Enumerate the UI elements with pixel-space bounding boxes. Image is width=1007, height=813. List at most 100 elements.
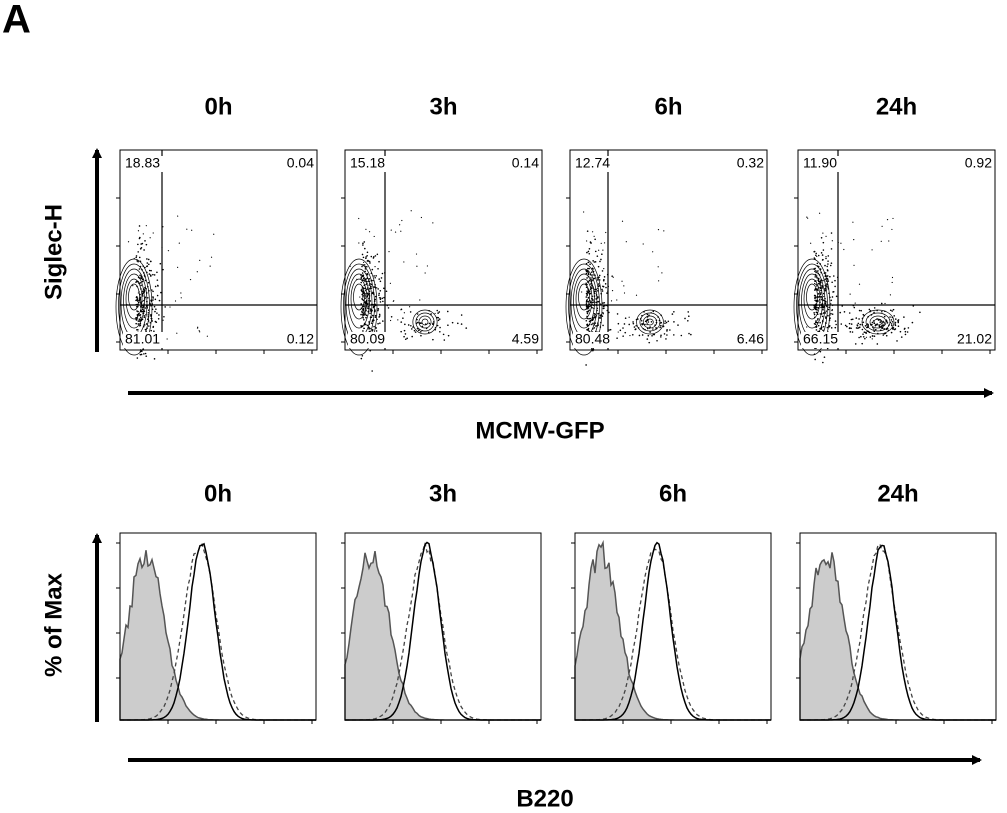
event-dot xyxy=(403,312,405,314)
event-dot xyxy=(841,305,844,307)
event-dot xyxy=(673,310,675,313)
event-dot xyxy=(586,294,588,297)
label-bg xyxy=(954,332,994,348)
event-dot xyxy=(883,315,886,318)
event-dot xyxy=(843,311,846,313)
event-dot xyxy=(362,330,364,332)
time-label: 3h xyxy=(429,93,457,120)
event-dot xyxy=(628,316,630,318)
event-dot xyxy=(625,241,627,243)
event-dot xyxy=(593,235,595,237)
event-dot xyxy=(817,293,820,295)
event-dot xyxy=(438,311,441,313)
label-bg xyxy=(501,156,541,172)
event-dot xyxy=(850,323,853,325)
event-dot xyxy=(900,336,903,338)
event-dot xyxy=(852,221,854,223)
event-dot xyxy=(136,297,139,299)
event-dot xyxy=(141,280,144,283)
event-dot xyxy=(688,315,690,318)
event-dot xyxy=(376,287,378,289)
event-dot xyxy=(822,292,825,295)
event-dot xyxy=(876,343,879,345)
event-dot xyxy=(176,332,178,334)
quadrant-percent: 11.90 xyxy=(803,155,837,171)
event-dot xyxy=(373,325,375,328)
event-dot xyxy=(601,290,604,292)
event-dot xyxy=(368,278,371,280)
event-dot xyxy=(364,280,366,283)
event-dot xyxy=(665,338,667,340)
event-dot xyxy=(588,267,590,270)
event-dot xyxy=(416,321,419,324)
contour xyxy=(803,278,821,320)
event-dot xyxy=(819,313,822,315)
event-dot xyxy=(137,251,140,253)
event-dot xyxy=(447,324,449,327)
event-dot xyxy=(146,296,149,299)
event-dot xyxy=(826,326,829,329)
event-dot xyxy=(832,291,834,293)
plot-frame xyxy=(344,532,542,721)
event-dot xyxy=(815,320,817,322)
event-dot xyxy=(400,309,402,311)
event-dot xyxy=(360,303,362,305)
event-dot xyxy=(374,276,376,279)
event-dot xyxy=(372,306,375,309)
event-dot xyxy=(886,219,889,221)
event-dot xyxy=(822,308,824,311)
event-dot xyxy=(684,317,686,320)
contour xyxy=(348,273,370,329)
event-dot xyxy=(370,322,373,324)
quadrant-percent: 0.32 xyxy=(737,155,764,171)
event-dot xyxy=(146,265,149,267)
event-dot xyxy=(141,310,144,313)
event-dot xyxy=(677,324,679,326)
event-dot xyxy=(592,299,594,301)
event-dot xyxy=(633,326,636,328)
event-dot xyxy=(362,277,365,280)
contour xyxy=(573,273,595,329)
event-dot xyxy=(616,313,619,315)
event-dot xyxy=(374,316,377,319)
event-dot xyxy=(629,334,631,337)
event-dot xyxy=(652,251,654,253)
event-dot xyxy=(591,319,594,322)
contour xyxy=(801,273,823,329)
event-dot xyxy=(635,294,638,296)
event-dot xyxy=(404,333,407,335)
event-dot xyxy=(892,308,895,311)
event-dot xyxy=(377,309,379,312)
event-dot xyxy=(834,326,837,329)
event-dot xyxy=(162,268,164,271)
event-dot xyxy=(814,358,816,361)
event-dot xyxy=(376,318,378,320)
event-dot xyxy=(140,353,143,356)
event-dot xyxy=(589,305,591,308)
event-dot xyxy=(366,251,369,254)
event-dot xyxy=(151,289,153,291)
event-dot xyxy=(374,295,377,298)
event-dot xyxy=(142,292,145,294)
quadrant-percent: 80.48 xyxy=(575,331,610,347)
contour xyxy=(415,312,435,332)
event-dot xyxy=(359,296,361,298)
event-dot xyxy=(603,278,605,281)
event-dot xyxy=(364,297,367,299)
event-dot xyxy=(150,329,152,332)
time-label: 6h xyxy=(659,480,687,507)
event-dot xyxy=(814,276,817,278)
event-dot xyxy=(387,307,390,309)
event-dot xyxy=(830,303,832,305)
event-dot xyxy=(583,211,585,213)
event-dot xyxy=(892,328,894,330)
event-dot xyxy=(139,314,141,317)
event-dot xyxy=(362,244,364,246)
contour xyxy=(128,283,140,311)
event-dot xyxy=(362,279,364,281)
event-dot xyxy=(148,325,150,327)
event-dot xyxy=(815,311,818,314)
event-dot xyxy=(375,330,378,332)
event-dot xyxy=(835,323,837,326)
event-dot xyxy=(821,254,824,256)
